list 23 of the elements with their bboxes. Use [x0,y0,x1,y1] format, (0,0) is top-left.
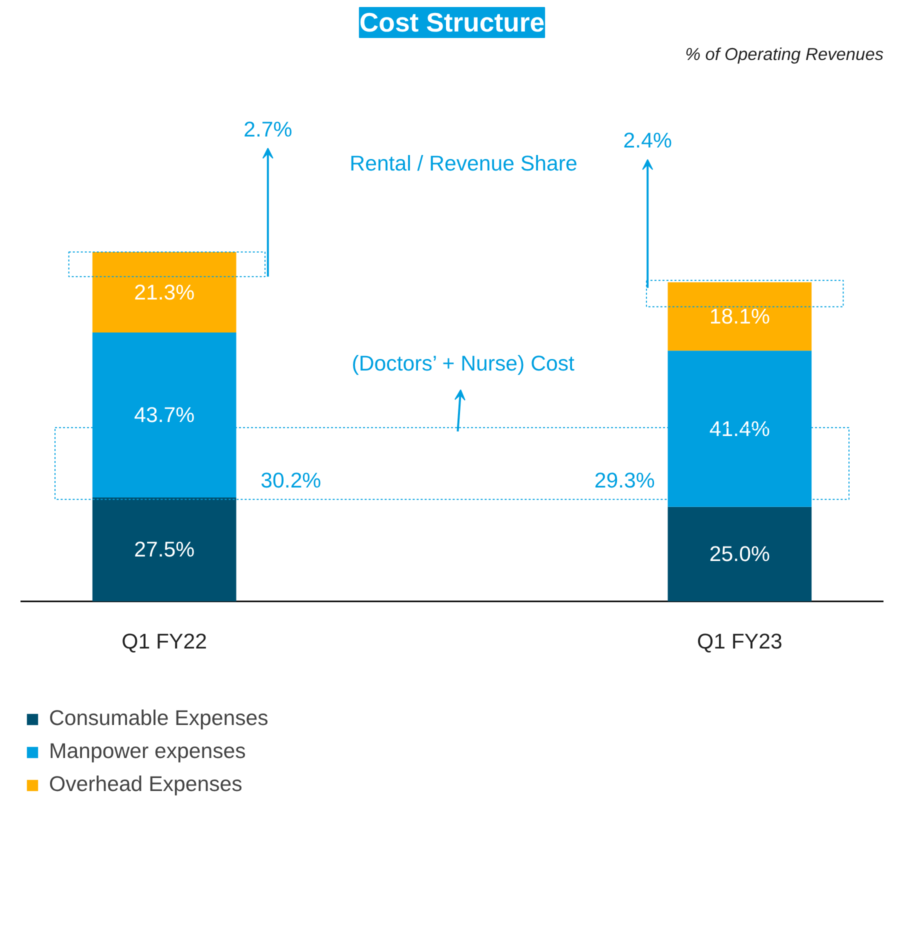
text: 2.4% [623,128,672,153]
text: % of Operating Revenues [685,44,884,64]
data-label: 21.3% [134,280,195,304]
annotation: 29.3% [594,468,655,492]
x-tick-label: Q1 FY23 [696,629,782,654]
data-label: 43.7% [134,402,195,427]
text: 2.7% [244,117,292,142]
data-label: 27.5% [134,537,195,562]
bar [668,506,812,602]
bar [668,282,812,351]
bar [92,497,236,602]
data-label: 18.1% [709,304,770,328]
legend-label: Consumable Expenses [49,706,268,731]
text: Rental / Revenue Share [350,151,578,176]
legend-label: Manpower expenses [49,739,246,764]
data-label: 41.4% [709,416,770,441]
legend-label: Overhead Expenses [49,772,242,797]
annotation: (Doctors’ + Nurse) Cost [352,351,574,376]
annotation: 30.2% [260,468,322,492]
bar [92,252,236,332]
x-tick-label: Q1 FY22 [122,629,208,654]
chart-title: Cost Structure [359,8,545,38]
data-label: 25.0% [709,542,770,566]
